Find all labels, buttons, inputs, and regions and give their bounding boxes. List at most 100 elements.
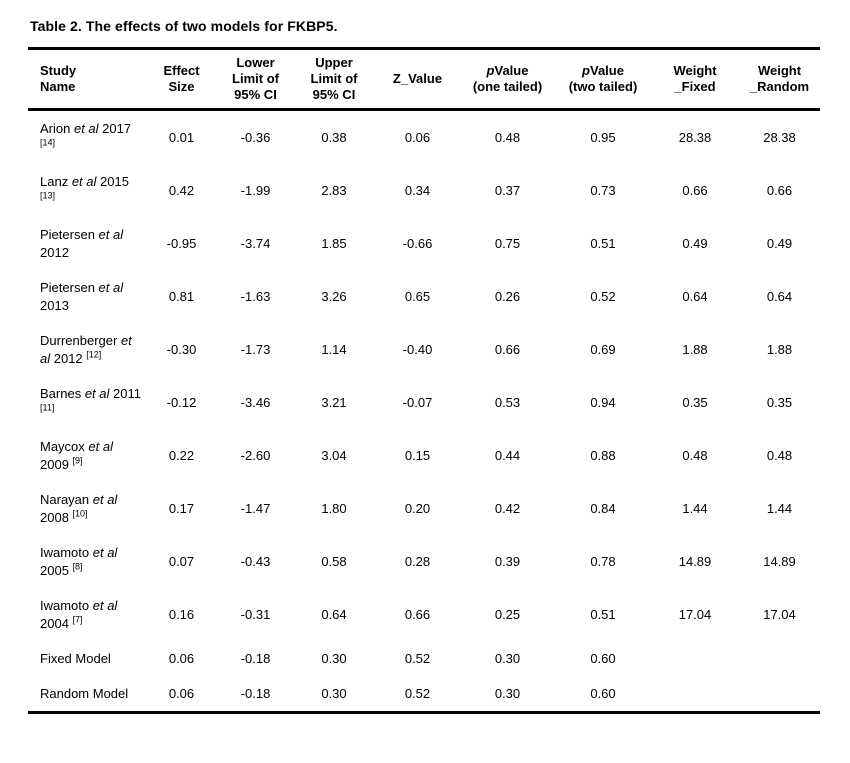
study-name-cell: Barnes et al 2011 [11]	[28, 376, 145, 429]
et-al-text: et al	[40, 332, 132, 366]
reference-superscript: [9]	[72, 455, 83, 466]
value-cell-p-value-one-tailed: 0.53	[494, 394, 521, 410]
study-name-cell: Iwamoto et al 2005 [8]	[28, 535, 145, 588]
value-cell-upper-limit-ci: 3.21	[321, 394, 347, 410]
et-al-text: et al	[98, 226, 124, 242]
header-line: pValue	[460, 63, 555, 79]
value-cell-z-value: 0.15	[404, 447, 431, 463]
value-cell-effect-size: 0.17	[168, 500, 195, 516]
value-cell-p-value-two-tailed: 0.60	[590, 685, 616, 701]
study-name-cell: Maycox et al 2009 [9]	[28, 429, 145, 482]
reference-superscript: [13]	[40, 190, 56, 201]
value-cell-lower-limit-ci: -0.18	[240, 685, 271, 701]
value-cell-upper-limit-ci: 0.30	[321, 685, 347, 701]
table-row: Fixed Model 0.06 -0.18 0.30 0.52 0.30 0.60	[28, 641, 820, 676]
text-segment: Random Model	[40, 685, 129, 701]
header-line: Name	[40, 79, 145, 95]
value-cell-p-value-one-tailed: 0.44	[494, 447, 521, 463]
value-cell-p-value-one-tailed: 0.48	[494, 129, 521, 145]
value-cell-p-value-one-tailed: 0.37	[494, 182, 521, 198]
column-header-study-name: Study Name	[28, 49, 145, 110]
table-row: Pietersen et al 2012 -0.95 -3.74 1.85 -0.66 0…	[28, 217, 820, 270]
table-row: Narayan et al 2008 [10] 0.17 -1.47 1.80 0.20…	[28, 482, 820, 535]
value-cell-p-value-one-tailed: 0.39	[494, 553, 521, 569]
table-row: Durrenberger et al 2012 [12] -0.30 -1.73 1.…	[28, 323, 820, 376]
value-cell-p-value-two-tailed: 0.51	[590, 235, 616, 251]
table-row: Iwamoto et al 2004 [7] 0.16 -0.31 0.64 0.66 0…	[28, 588, 820, 641]
text-segment: 95% CI	[312, 86, 356, 102]
header-line: Upper	[293, 55, 375, 71]
reference-superscript: [12]	[86, 349, 102, 360]
value-cell-effect-size: 0.06	[168, 685, 195, 701]
study-name-cell: Fixed Model	[28, 641, 145, 676]
text-segment: Pietersen	[40, 226, 99, 242]
value-cell-effect-size: 0.22	[168, 447, 195, 463]
value-cell-lower-limit-ci: -1.73	[240, 341, 271, 357]
value-cell-p-value-one-tailed: 0.42	[494, 500, 521, 516]
study-name-cell: Random Model	[28, 676, 145, 713]
value-cell-p-value-two-tailed: 0.95	[590, 129, 616, 145]
value-cell-upper-limit-ci: 0.64	[321, 606, 347, 622]
value-cell-p-value-two-tailed: 0.51	[590, 606, 616, 622]
text-segment: 2004	[40, 615, 73, 631]
column-header-effect-size: Effect Size	[145, 49, 218, 110]
text-segment: Z_Value	[392, 71, 443, 87]
study-name-cell: Pietersen et al 2013	[28, 270, 145, 323]
text-segment: 2015	[96, 173, 129, 189]
study-name-cell: Arion et al 2017 [14]	[28, 110, 145, 165]
value-cell-z-value: 0.20	[404, 500, 431, 516]
column-header-z-value: Z_Value	[375, 49, 460, 110]
table-row: Iwamoto et al 2005 [8] 0.07 -0.43 0.58 0.28 0…	[28, 535, 820, 588]
value-cell-weight-random	[739, 641, 820, 676]
value-cell-p-value-one-tailed: 0.30	[494, 685, 521, 701]
value-cell-weight-fixed: 1.44	[682, 500, 708, 516]
value-cell-p-value-two-tailed: 0.94	[590, 394, 616, 410]
value-cell-weight-random: 1.44	[766, 500, 793, 516]
text-segment: Effect	[163, 63, 200, 79]
value-cell-weight-fixed: 0.64	[682, 288, 708, 304]
text-segment: 2009	[40, 456, 73, 472]
header-line: Weight	[651, 63, 739, 79]
text-segment: _Random	[749, 79, 810, 94]
et-al-text: et al	[92, 544, 118, 560]
header-line: (two tailed)	[555, 79, 651, 95]
value-cell-z-value: 0.52	[404, 650, 431, 666]
text-segment: Weight	[757, 63, 802, 79]
text-segment: 2013	[40, 297, 69, 313]
text-segment: (two tailed)	[568, 79, 638, 94]
study-name-cell: Lanz et al 2015 [13]	[28, 164, 145, 217]
value-cell-upper-limit-ci: 2.83	[321, 182, 347, 198]
column-header-weight-fixed: Weight _Fixed	[651, 49, 739, 110]
table-row: Arion et al 2017 [14] 0.01 -0.36 0.38 0.06 0.…	[28, 110, 820, 165]
text-segment: Arion	[40, 120, 74, 136]
value-cell-upper-limit-ci: 1.14	[321, 341, 347, 357]
study-name-cell: Durrenberger et al 2012 [12]	[28, 323, 145, 376]
reference-superscript: [11]	[40, 402, 55, 413]
value-cell-weight-random: 0.64	[766, 288, 793, 304]
value-cell-lower-limit-ci: -0.18	[240, 650, 271, 666]
column-header-lower-limit-ci: Lower Limit of 95% CI	[218, 49, 293, 110]
header-line: Lower	[218, 55, 293, 71]
value-cell-weight-random	[739, 676, 820, 713]
text-segment: Iwamoto	[40, 597, 93, 613]
value-cell-z-value: 0.52	[404, 685, 431, 701]
text-segment: Value	[589, 63, 624, 79]
value-cell-weight-random: 1.88	[766, 341, 793, 357]
value-cell-z-value: 0.66	[404, 606, 431, 622]
table-row: Pietersen et al 2013 0.81 -1.63 3.26 0.65 0.2…	[28, 270, 820, 323]
table-row: Lanz et al 2015 [13] 0.42 -1.99 2.83 0.34 0.3…	[28, 164, 820, 217]
value-cell-weight-random: 0.48	[766, 447, 793, 463]
value-cell-z-value: -0.66	[402, 235, 433, 251]
value-cell-effect-size: 0.42	[168, 182, 195, 198]
text-segment: Study	[40, 63, 77, 79]
header-line: Weight	[739, 63, 820, 79]
value-cell-z-value: 0.28	[404, 553, 431, 569]
header-line: _Fixed	[651, 79, 739, 95]
text-segment: _Fixed	[674, 79, 716, 94]
header-line: pValue	[555, 63, 651, 79]
text-segment: Maycox	[40, 438, 89, 454]
value-cell-z-value: -0.07	[402, 394, 433, 410]
study-name-cell: Pietersen et al 2012	[28, 217, 145, 270]
text-segment: 2011	[109, 385, 141, 401]
